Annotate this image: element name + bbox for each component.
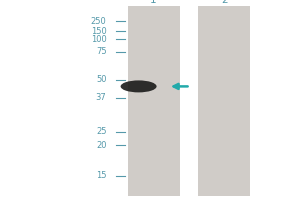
Text: 75: 75 [96,47,106,56]
Text: 1: 1 [150,0,157,5]
Ellipse shape [121,80,157,92]
Text: 2: 2 [221,0,228,5]
Text: 20: 20 [96,140,106,149]
Text: 250: 250 [91,17,106,25]
Bar [198,6,250,196]
Text: 37: 37 [96,94,106,102]
Text: 150: 150 [91,26,106,36]
Bar [128,6,180,196]
Text: 100: 100 [91,34,106,44]
Text: 50: 50 [96,75,106,84]
Text: 15: 15 [96,171,106,180]
Text: 25: 25 [96,128,106,136]
